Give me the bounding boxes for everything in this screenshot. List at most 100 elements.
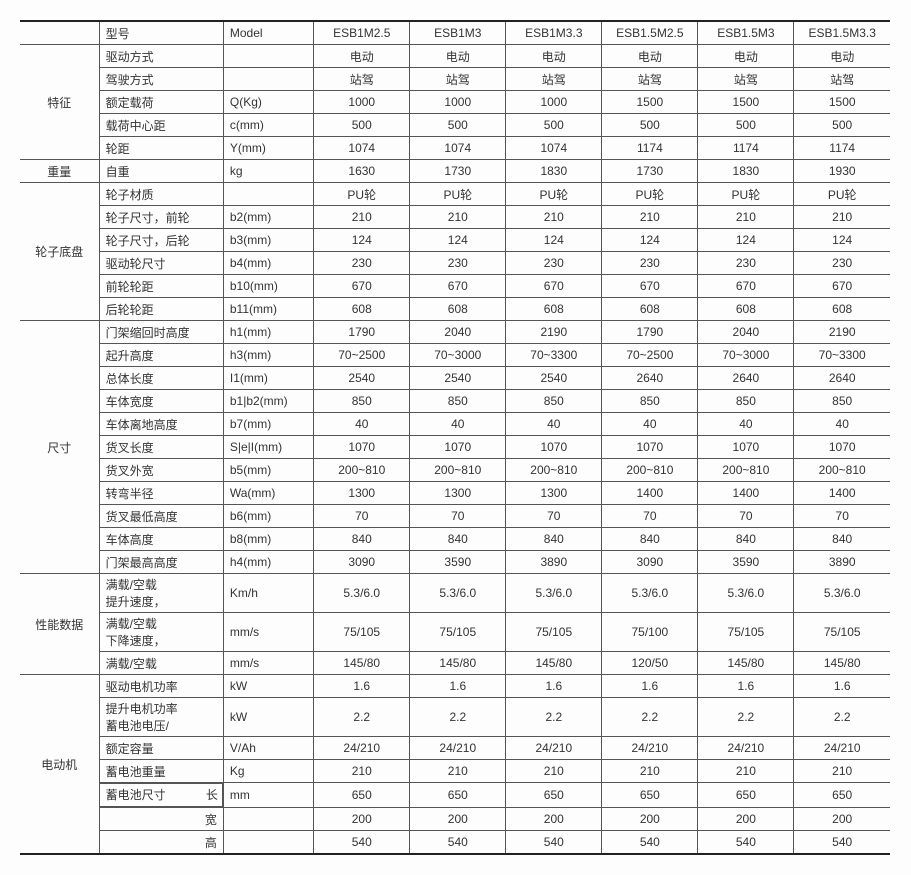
value-cell: 70~3300 (506, 344, 602, 367)
value-cell: 5.3/6.0 (314, 574, 410, 613)
value-cell: 电动 (602, 45, 698, 68)
unit-cell: Wa(mm) (223, 482, 313, 505)
unit-cell: b11(mm) (223, 298, 313, 321)
value-cell: 24/210 (410, 737, 506, 760)
unit-cell: Kg (223, 760, 313, 783)
value-cell: 540 (410, 831, 506, 855)
value-cell: 1.6 (506, 675, 602, 698)
value-cell: 200 (602, 808, 698, 831)
spec-cell: 蓄电池重量 (99, 760, 223, 783)
value-cell: 840 (314, 528, 410, 551)
spec-cell: 货叉长度 (99, 436, 223, 459)
unit-cell (223, 68, 313, 91)
value-cell: 电动 (506, 45, 602, 68)
value-cell: 2640 (698, 367, 794, 390)
unit-cell: h1(mm) (223, 321, 313, 344)
value-cell: 75/105 (506, 613, 602, 652)
value-cell: 2.2 (410, 698, 506, 737)
value-cell: 5.3/6.0 (506, 574, 602, 613)
value-cell: 电动 (794, 45, 890, 68)
unit-cell (223, 183, 313, 206)
value-cell: 70 (794, 505, 890, 528)
value-cell: 145/80 (698, 652, 794, 675)
spec-cell: 前轮轮距 (99, 275, 223, 298)
value-cell: 500 (314, 114, 410, 137)
value-cell: PU轮 (602, 183, 698, 206)
category-cell: 性能数据 (20, 574, 99, 675)
value-cell: 145/80 (506, 652, 602, 675)
spec-cell: 门架缩回时高度 (99, 321, 223, 344)
value-cell: 75/100 (602, 613, 698, 652)
value-cell: PU轮 (410, 183, 506, 206)
value-cell: 608 (602, 298, 698, 321)
spec-cell: 驱动电机功率 (99, 675, 223, 698)
value-cell: 124 (410, 229, 506, 252)
value-cell: 1000 (314, 91, 410, 114)
value-cell: 40 (506, 413, 602, 436)
value-cell: 145/80 (794, 652, 890, 675)
value-cell: 608 (506, 298, 602, 321)
battery-dim-unit: mm (223, 783, 313, 808)
unit-cell: Km/h (223, 574, 313, 613)
value-cell: 2540 (410, 367, 506, 390)
spec-cell: 转弯半径 (99, 482, 223, 505)
spec-cell: 满载/空载提升速度， (99, 574, 223, 613)
value-cell: 5.3/6.0 (794, 574, 890, 613)
value-cell: 40 (602, 413, 698, 436)
unit-cell: mm/s (223, 613, 313, 652)
value-cell: 24/210 (506, 737, 602, 760)
value-cell: 70~3000 (410, 344, 506, 367)
value-cell: 840 (410, 528, 506, 551)
value-cell: 650 (602, 783, 698, 808)
value-cell: 3090 (602, 551, 698, 574)
header-col-0: ESB1M2.5 (314, 21, 410, 45)
value-cell: 210 (698, 760, 794, 783)
header-col-4: ESB1.5M3 (698, 21, 794, 45)
value-cell: 1730 (410, 160, 506, 183)
spec-cell: 驱动方式 (99, 45, 223, 68)
spec-cell: 提升电机功率蓄电池电压/ (99, 698, 223, 737)
value-cell: 840 (698, 528, 794, 551)
value-cell: 站驾 (698, 68, 794, 91)
value-cell: 210 (602, 206, 698, 229)
value-cell: 1.6 (794, 675, 890, 698)
value-cell: 1790 (314, 321, 410, 344)
value-cell: 3890 (794, 551, 890, 574)
value-cell: 1070 (506, 436, 602, 459)
battery-dim-unit (223, 808, 313, 831)
value-cell: 2640 (794, 367, 890, 390)
header-col-2: ESB1M3.3 (506, 21, 602, 45)
value-cell: 70 (410, 505, 506, 528)
category-cell: 尺寸 (20, 321, 99, 574)
value-cell: 230 (506, 252, 602, 275)
value-cell: 540 (314, 831, 410, 855)
header-spec: 型号 (99, 21, 223, 45)
value-cell: 2.2 (794, 698, 890, 737)
value-cell: 608 (410, 298, 506, 321)
value-cell: 1070 (602, 436, 698, 459)
value-cell: 230 (794, 252, 890, 275)
value-cell: 210 (794, 206, 890, 229)
value-cell: 2040 (410, 321, 506, 344)
value-cell: 70~2500 (314, 344, 410, 367)
value-cell: 1630 (314, 160, 410, 183)
value-cell: 210 (794, 760, 890, 783)
unit-cell: h3(mm) (223, 344, 313, 367)
value-cell: 210 (602, 760, 698, 783)
spec-cell: 总体长度 (99, 367, 223, 390)
value-cell: 124 (314, 229, 410, 252)
value-cell: PU轮 (698, 183, 794, 206)
battery-dim-spec: 宽 (99, 808, 223, 831)
value-cell: 1.6 (314, 675, 410, 698)
value-cell: 124 (602, 229, 698, 252)
value-cell: 500 (698, 114, 794, 137)
value-cell: 124 (698, 229, 794, 252)
value-cell: 210 (314, 206, 410, 229)
value-cell: 75/105 (794, 613, 890, 652)
value-cell: 2190 (506, 321, 602, 344)
value-cell: 500 (506, 114, 602, 137)
spec-cell: 满载/空载下降速度， (99, 613, 223, 652)
value-cell: 70~3300 (794, 344, 890, 367)
spec-cell: 货叉外宽 (99, 459, 223, 482)
value-cell: 电动 (314, 45, 410, 68)
